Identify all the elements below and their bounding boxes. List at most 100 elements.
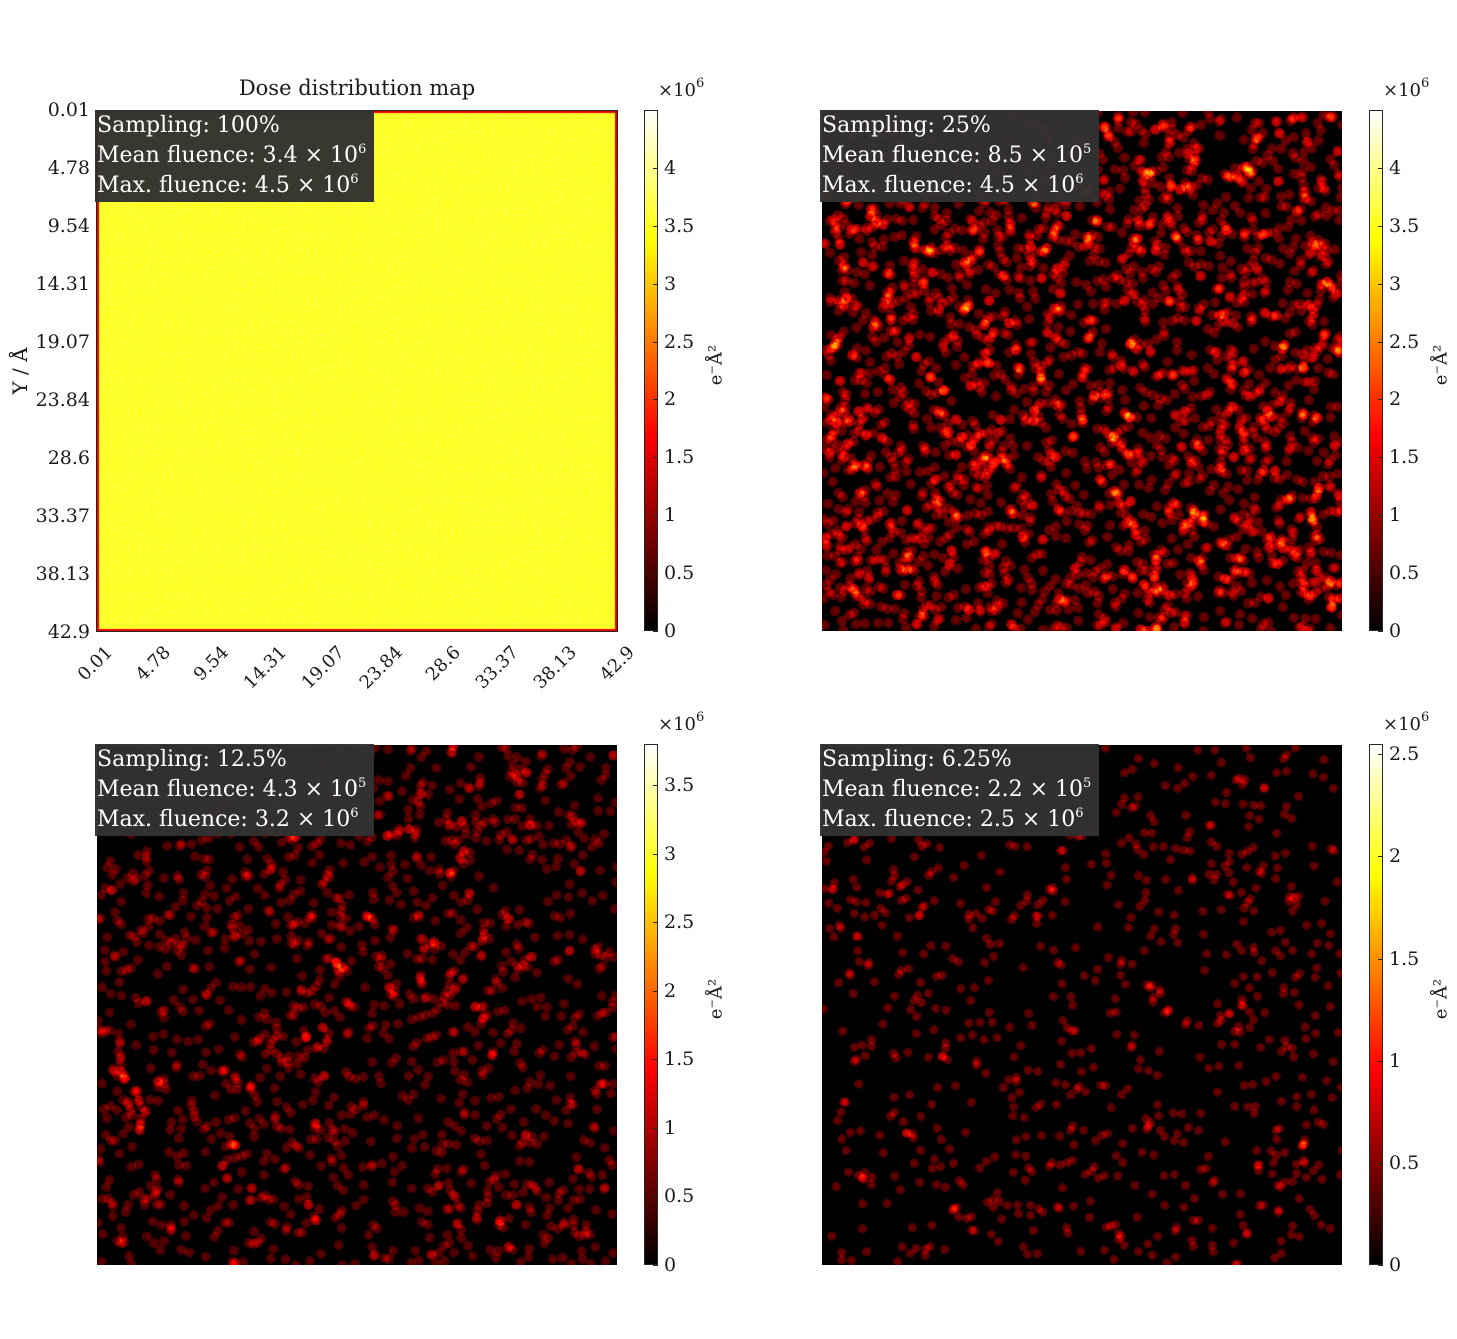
colorbar-gradient <box>644 110 658 631</box>
colorbar-tick-mark <box>1378 958 1383 960</box>
colorbar-tick-label: 2 <box>1389 388 1402 411</box>
colorbar-tick-label: 4 <box>664 156 677 179</box>
colorbar-gradient <box>1369 110 1383 631</box>
x-tick-label: 38.13 <box>529 642 581 694</box>
y-tick-label: 0.01 <box>47 99 90 121</box>
colorbar-tick-label: 0 <box>664 1254 677 1276</box>
colorbar-tick-mark <box>653 283 658 285</box>
colorbar-tick-mark <box>1378 1162 1383 1164</box>
colorbar-tick-label: 2 <box>664 388 677 411</box>
colorbar-tick-mark <box>1378 341 1383 343</box>
colorbar-tick-mark <box>1378 573 1383 575</box>
y-tick-label: 19.07 <box>35 330 90 353</box>
mean-fluence-line: Mean fluence: 8.5 × 105 <box>822 142 1092 168</box>
colorbar-tick-label: 0.5 <box>1389 562 1420 585</box>
colorbar-tick-mark <box>653 573 658 575</box>
colorbar-tick-mark <box>1378 1060 1383 1062</box>
colorbar-tick-mark <box>653 341 658 343</box>
colorbar-tick-label: 2.5 <box>664 911 695 934</box>
colorbar-tick-label: 1 <box>664 1116 677 1139</box>
colorbar-tick-label: 2.5 <box>664 330 695 353</box>
colorbar-tick-label: 0.5 <box>1389 1151 1420 1174</box>
colorbar-tick-label: 1 <box>1389 1049 1402 1072</box>
mean-fluence-line: Mean fluence: 4.3 × 105 <box>97 776 367 802</box>
colorbar-tick-label: 3.5 <box>664 774 695 797</box>
y-axis-label: Y / Å <box>8 347 32 395</box>
colorbar-tick-mark <box>1378 631 1383 632</box>
max-fluence-line: Max. fluence: 2.5 × 106 <box>822 806 1084 832</box>
colorbar-tick-mark <box>653 1196 658 1198</box>
colorbar-exponent: ×106 <box>1383 76 1430 101</box>
colorbar-tick-label: 0.5 <box>664 1185 695 1208</box>
max-fluence-line: Max. fluence: 3.2 × 106 <box>97 806 359 832</box>
x-tick-label: 4.78 <box>131 642 175 686</box>
colorbar-tick-mark <box>1378 225 1383 227</box>
mean-fluence-line: Mean fluence: 2.2 × 105 <box>822 776 1092 802</box>
max-fluence-line: Max. fluence: 4.5 × 106 <box>97 172 359 198</box>
stats-box: Sampling: 100% Mean fluence: 3.4 × 106 M… <box>95 110 375 202</box>
y-tick-label: 14.31 <box>35 273 90 296</box>
max-fluence-line: Max. fluence: 4.5 × 106 <box>822 172 1084 198</box>
colorbar-tick-mark <box>653 922 658 924</box>
colorbar-tick-label: 4 <box>1389 156 1402 179</box>
stats-box: Sampling: 12.5% Mean fluence: 4.3 × 105 … <box>95 744 375 836</box>
sampling-line: Sampling: 12.5% <box>97 747 287 772</box>
stats-box: Sampling: 25% Mean fluence: 8.5 × 105 Ma… <box>820 110 1100 202</box>
colorbar-tick-mark <box>653 785 658 787</box>
colorbar-unit-label: e⁻Å² <box>705 344 727 385</box>
colorbar-tick-label: 2 <box>664 979 677 1002</box>
colorbar-tick-label: 0 <box>1389 1254 1402 1276</box>
colorbar-tick-label: 2.5 <box>1389 330 1420 353</box>
colorbar-tick-mark <box>653 1265 658 1266</box>
colorbar-tick-label: 3 <box>664 272 677 295</box>
colorbar-tick-mark <box>1378 856 1383 858</box>
colorbar-unit-label: e⁻Å² <box>1430 978 1452 1019</box>
x-tick-label: 14.31 <box>239 642 291 694</box>
y-tick-label: 9.54 <box>47 214 90 237</box>
colorbar-tick-label: 3 <box>664 842 677 865</box>
colorbar-tick-mark <box>653 457 658 459</box>
x-tick-label: 28.6 <box>421 642 465 686</box>
colorbar-tick-mark <box>653 631 658 632</box>
x-tick-label: 23.84 <box>355 642 407 694</box>
colorbar-unit-label: e⁻Å² <box>1430 344 1452 385</box>
y-tick-label: 33.37 <box>35 505 90 527</box>
colorbar-tick-label: 1.5 <box>1389 947 1420 970</box>
y-tick-label: 4.78 <box>47 157 90 180</box>
plot-title: Dose distribution map <box>238 76 476 100</box>
x-tick-label: 9.54 <box>189 642 233 686</box>
sampling-line: Sampling: 6.25% <box>822 747 1012 772</box>
colorbar-tick-mark <box>653 515 658 517</box>
colorbar-tick-mark <box>1378 399 1383 401</box>
colorbar-tick-label: 0.5 <box>664 562 695 585</box>
colorbar-exponent: ×106 <box>658 710 705 735</box>
y-tick-label: 42.9 <box>47 621 90 643</box>
sampling-line: Sampling: 25% <box>822 113 991 138</box>
mean-fluence-line: Mean fluence: 3.4 × 106 <box>97 142 367 168</box>
colorbar-tick-label: 1.5 <box>664 446 695 469</box>
colorbar-tick-mark <box>653 399 658 401</box>
x-tick-label: 42.9 <box>595 642 639 686</box>
colorbar-exponent: ×106 <box>658 76 705 101</box>
stats-box: Sampling: 6.25% Mean fluence: 2.2 × 105 … <box>820 744 1100 836</box>
colorbar-gradient <box>1369 744 1383 1265</box>
colorbar-unit-label: e⁻Å² <box>705 978 727 1019</box>
colorbar-tick-label: 1 <box>1389 504 1402 527</box>
colorbar-tick-label: 3.5 <box>1389 214 1420 237</box>
colorbar-tick-mark <box>1378 1265 1383 1266</box>
y-tick-label: 23.84 <box>35 389 90 412</box>
colorbar-tick-label: 1 <box>664 504 677 527</box>
colorbar-tick-mark <box>1378 754 1383 756</box>
colorbar-tick-mark <box>653 990 658 992</box>
colorbar-tick-label: 3 <box>1389 272 1402 295</box>
y-tick-label: 38.13 <box>35 562 90 585</box>
colorbar-tick-mark <box>653 225 658 227</box>
x-tick-label: 19.07 <box>297 642 349 694</box>
x-tick-label: 0.01 <box>73 642 117 686</box>
x-tick-label: 33.37 <box>471 642 523 694</box>
sampling-line: Sampling: 100% <box>97 113 280 138</box>
colorbar-tick-label: 1.5 <box>664 1048 695 1071</box>
colorbar-tick-mark <box>1378 457 1383 459</box>
colorbar-tick-mark <box>653 1127 658 1129</box>
y-tick-label: 28.6 <box>47 446 90 469</box>
